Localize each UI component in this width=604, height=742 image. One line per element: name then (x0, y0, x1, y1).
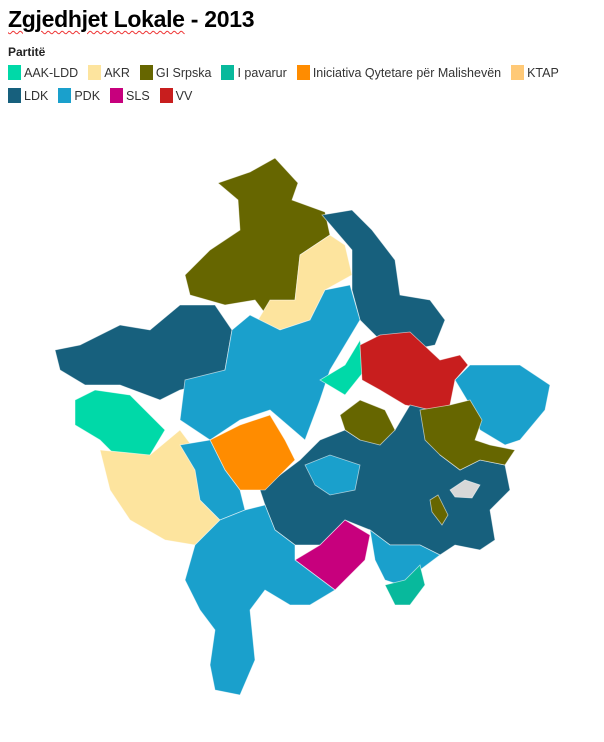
legend-title: Partitë (8, 45, 46, 59)
legend-swatch (8, 88, 21, 103)
legend-label: VV (175, 88, 193, 103)
title-main: Zgjedhjet Lokale (8, 6, 185, 32)
page-title[interactable]: Zgjedhjet Lokale - 2013 (8, 6, 255, 33)
legend-item-ktap[interactable]: KTAP (511, 64, 559, 81)
legend-label: I pavarur (237, 65, 287, 80)
municipality-gi[interactable] (339, 399, 396, 446)
legend-item-gi[interactable]: GI Srpska (139, 64, 212, 81)
municipality-ldk[interactable] (321, 209, 446, 351)
legend-swatch (159, 88, 173, 103)
legend-swatch (88, 65, 102, 80)
legend-swatch (221, 65, 235, 80)
legend-item-akr[interactable]: AKR (88, 64, 130, 81)
municipality-pdk[interactable] (304, 454, 361, 496)
municipality-gi[interactable] (429, 494, 449, 526)
legend-swatch (8, 65, 21, 80)
legend-item-vv[interactable]: VV (159, 87, 193, 104)
legend: AAK-LDD AKR GI Srpska I pavarur Iniciativa Q… (8, 64, 598, 104)
municipality-none[interactable] (449, 479, 481, 499)
legend-item-ip[interactable]: I pavarur (221, 64, 287, 81)
legend-swatch (58, 88, 72, 103)
legend-item-aak[interactable]: AAK-LDD (8, 64, 78, 81)
municipality-vv[interactable] (359, 331, 469, 411)
legend-label: Iniciativa Qytetare për Malishevën (312, 65, 502, 80)
legend-item-sls[interactable]: SLS (110, 87, 150, 104)
legend-label: SLS (126, 88, 150, 103)
legend-swatch (110, 88, 124, 103)
legend-swatch (511, 65, 525, 80)
legend-label: AKR (104, 65, 130, 80)
legend-label: AAK-LDD (24, 65, 79, 80)
legend-item-pdk[interactable]: PDK (58, 87, 100, 104)
municipality-aak[interactable] (74, 389, 166, 461)
legend-label: KTAP (527, 65, 559, 80)
legend-item-ldk[interactable]: LDK (8, 87, 48, 104)
legend-item-iqm[interactable]: Iniciativa Qytetare për Malishevën (296, 64, 502, 81)
municipality-gi[interactable] (419, 399, 516, 471)
title-year: - 2013 (184, 6, 255, 32)
municipality-pdk[interactable] (179, 284, 361, 441)
municipality-ip[interactable] (384, 564, 426, 606)
legend-swatch (139, 65, 153, 80)
municipality-pdk[interactable] (184, 504, 336, 696)
legend-label: GI Srpska (155, 65, 212, 80)
legend-swatch (296, 65, 310, 80)
legend-label: PDK (74, 88, 101, 103)
legend-label: LDK (24, 88, 49, 103)
